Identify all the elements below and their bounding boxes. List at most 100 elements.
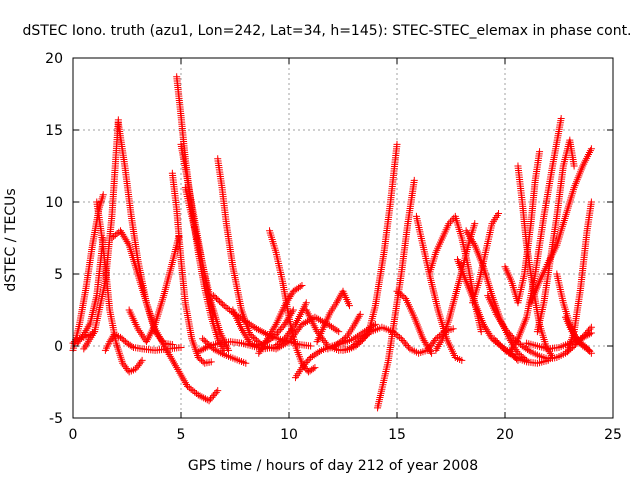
plus-marker bbox=[298, 364, 306, 372]
plus-marker bbox=[242, 332, 250, 340]
plus-marker bbox=[434, 333, 442, 341]
plus-marker bbox=[484, 328, 492, 336]
plus-marker bbox=[323, 340, 331, 348]
plus-marker bbox=[364, 329, 372, 337]
plus-marker bbox=[320, 337, 328, 345]
plus-marker bbox=[314, 349, 322, 357]
plus-marker bbox=[207, 358, 215, 366]
plus-marker bbox=[245, 320, 253, 328]
data-series bbox=[490, 335, 552, 367]
plus-marker bbox=[465, 232, 473, 240]
data-series bbox=[101, 330, 185, 354]
plus-marker bbox=[497, 318, 505, 326]
plus-marker bbox=[419, 335, 427, 343]
plus-marker bbox=[211, 390, 219, 398]
plus-marker bbox=[423, 342, 431, 350]
plus-marker bbox=[203, 339, 211, 347]
plus-marker bbox=[257, 346, 265, 354]
plus-marker bbox=[122, 236, 130, 244]
plus-marker bbox=[402, 340, 410, 348]
data-series bbox=[505, 114, 565, 357]
plus-marker bbox=[352, 342, 360, 350]
plus-marker bbox=[211, 293, 219, 301]
plus-marker bbox=[398, 292, 406, 300]
plus-marker bbox=[281, 335, 289, 343]
plus-marker bbox=[356, 310, 364, 318]
plus-marker bbox=[137, 358, 145, 366]
plus-marker bbox=[505, 330, 513, 338]
plus-marker bbox=[279, 336, 287, 344]
plus-marker bbox=[312, 350, 320, 358]
plus-marker bbox=[421, 338, 429, 346]
plus-marker bbox=[507, 346, 515, 354]
axis-ticks bbox=[72, 57, 614, 419]
data-series bbox=[125, 233, 183, 346]
plus-marker bbox=[217, 349, 225, 357]
plus-marker bbox=[462, 227, 470, 235]
plus-marker bbox=[298, 282, 306, 290]
plot-frame bbox=[72, 57, 614, 419]
plus-marker bbox=[353, 332, 361, 340]
plus-marker bbox=[118, 335, 126, 343]
plus-marker bbox=[242, 318, 250, 326]
plus-marker bbox=[262, 337, 270, 345]
plus-marker bbox=[305, 355, 313, 363]
plus-marker bbox=[505, 349, 513, 357]
plus-marker bbox=[242, 359, 250, 367]
plus-marker bbox=[231, 310, 239, 318]
plus-marker bbox=[466, 234, 474, 242]
plus-marker bbox=[281, 302, 289, 310]
plus-marker bbox=[107, 336, 115, 344]
plus-marker bbox=[261, 338, 269, 346]
plus-marker bbox=[287, 291, 295, 299]
plus-marker bbox=[120, 232, 128, 240]
plus-marker bbox=[240, 316, 248, 324]
x-tick-label: 20 bbox=[496, 427, 514, 443]
plus-marker bbox=[211, 346, 219, 354]
plus-marker bbox=[256, 347, 264, 355]
data-series bbox=[324, 310, 364, 353]
plus-marker bbox=[449, 325, 457, 333]
plus-marker bbox=[354, 341, 362, 349]
plus-marker bbox=[233, 312, 241, 320]
plus-marker bbox=[479, 320, 487, 328]
plus-marker bbox=[304, 357, 312, 365]
plus-marker bbox=[463, 229, 471, 237]
plus-marker bbox=[396, 333, 404, 341]
plus-marker bbox=[525, 347, 533, 355]
plus-marker bbox=[512, 338, 520, 346]
plus-marker bbox=[486, 331, 494, 339]
plus-marker bbox=[215, 348, 223, 356]
plus-marker bbox=[587, 329, 595, 337]
plus-marker bbox=[282, 333, 290, 341]
plus-marker bbox=[508, 333, 516, 341]
plus-marker bbox=[496, 341, 504, 349]
data-series bbox=[453, 256, 522, 364]
plus-marker bbox=[316, 348, 324, 356]
plus-marker bbox=[196, 392, 204, 400]
plus-marker bbox=[117, 227, 125, 235]
plus-marker bbox=[205, 341, 213, 349]
plus-marker bbox=[352, 334, 360, 342]
plus-marker bbox=[121, 234, 129, 242]
data-series bbox=[523, 329, 595, 353]
plus-marker bbox=[469, 238, 477, 246]
plus-marker bbox=[282, 319, 290, 327]
plus-marker bbox=[296, 283, 304, 291]
plus-marker bbox=[108, 334, 116, 342]
plus-marker bbox=[275, 327, 283, 335]
plus-marker bbox=[227, 307, 235, 315]
plus-marker bbox=[507, 331, 515, 339]
data-series bbox=[181, 184, 233, 354]
plus-marker bbox=[273, 341, 281, 349]
plus-marker bbox=[395, 289, 403, 297]
plus-marker bbox=[309, 365, 317, 373]
plus-marker bbox=[468, 236, 476, 244]
plus-marker bbox=[239, 327, 247, 335]
data-series bbox=[339, 140, 401, 354]
plus-marker bbox=[220, 302, 228, 310]
plus-marker bbox=[283, 298, 291, 306]
plus-marker bbox=[331, 325, 339, 333]
data-series bbox=[432, 220, 479, 354]
x-tick-label: 15 bbox=[388, 427, 406, 443]
